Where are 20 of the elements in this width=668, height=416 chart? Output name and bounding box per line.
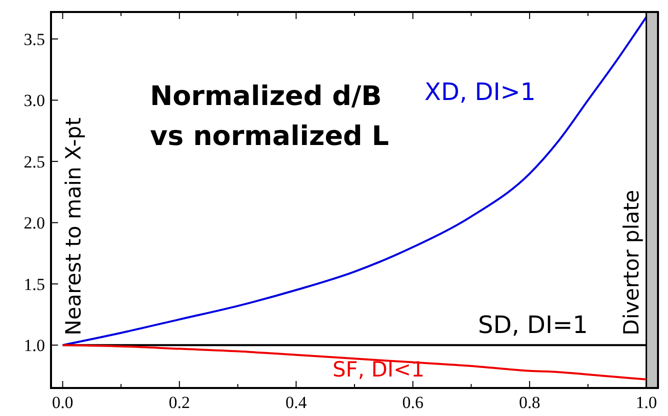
y-tick-label: 3.0: [24, 91, 45, 110]
y-tick-label: 3.5: [24, 30, 45, 49]
x-tick-label: 0.4: [286, 393, 308, 412]
y-tick-label: 1.0: [24, 336, 45, 356]
series-label: SD, DI=1: [478, 310, 588, 339]
x-tick-label: 0.0: [52, 393, 74, 412]
line-series: [62, 16, 648, 346]
x-tick-label: 0.8: [518, 393, 540, 412]
x-tick-label: 0.6: [402, 393, 424, 412]
series-label: SF, DI<1: [332, 358, 425, 382]
text: Normalized d/B vs normalized L: [150, 81, 389, 152]
annotation: Nearest to main X-pt: [62, 118, 86, 336]
y-tick-label: 2.0: [24, 214, 45, 233]
x-tick-label: 0.2: [168, 393, 190, 412]
y-tick-label: 1.5: [24, 274, 45, 294]
series-label: XD, DI>1: [424, 78, 536, 106]
x-tick-label: 1.0: [636, 393, 657, 412]
band-label: Divertor plate: [619, 190, 644, 336]
line-series: [62, 344, 648, 380]
y-tick-label: 2.5: [24, 152, 45, 172]
